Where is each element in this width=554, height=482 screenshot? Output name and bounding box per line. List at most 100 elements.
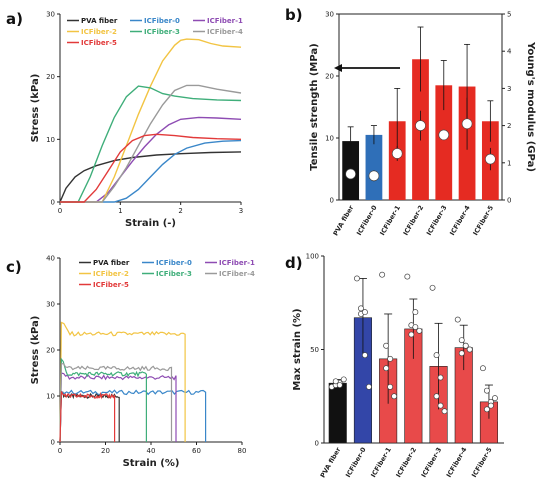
chart-b-y2-label: Young's modulus (GPa) (525, 41, 536, 172)
chart-d-data-point (365, 383, 372, 390)
chart-b-y-tick-label: 10 (325, 135, 334, 143)
chart-c-series-line (59, 391, 120, 443)
chart-c-legend-label: ICFiber-5 (93, 281, 129, 289)
chart-d-x-tick-label: PVA fiber (319, 445, 343, 479)
chart-a-legend-label: ICFiber-1 (207, 17, 243, 25)
chart-b-x-tick-label: ICFiber-4 (448, 204, 472, 237)
chart-c-x-tick-label: 60 (192, 447, 201, 455)
chart-b-y-tick-label: 30 (325, 11, 334, 19)
chart-a-x-tick-label: 3 (239, 207, 243, 215)
chart-b-bar (435, 85, 453, 200)
chart-d-data-point (383, 365, 390, 372)
chart-d-x-tick-label: ICFiber-4 (445, 446, 469, 479)
chart-d-data-point (387, 355, 394, 362)
chart-a-y-tick-label: 30 (46, 11, 55, 19)
chart-c-series-line (59, 357, 147, 443)
chart-d-data-point (433, 393, 440, 400)
chart-a-series-line (60, 38, 242, 203)
chart-b-modulus-point (391, 148, 403, 159)
chart-d-data-point (361, 309, 368, 316)
chart-c-series-line (59, 363, 173, 443)
chart-d-data-point (433, 352, 440, 359)
chart-a-x-tick-label: 2 (178, 207, 182, 215)
chart-d-x-tick-label: ICFiber-3 (420, 446, 444, 479)
chart-a-x-tick-label: 0 (58, 207, 62, 215)
chart-b-bar (365, 134, 383, 200)
chart-d-data-point (462, 342, 469, 349)
chart-d-data-point (441, 408, 448, 415)
chart-b-modulus-point (438, 129, 450, 141)
chart-c-legend-label: ICFiber-1 (219, 259, 255, 267)
chart-a-legend-label: PVA fiber (81, 17, 118, 25)
chart-d-y-tick-label: 50 (310, 346, 319, 354)
chart-d-x-tick-label: ICFiber-1 (369, 446, 393, 479)
chart-d-x-tick-label: ICFiber-0 (344, 446, 368, 479)
chart-c-legend-label: ICFiber-3 (156, 270, 192, 278)
chart-c-series-line (59, 321, 186, 443)
panel-label-b: b) (285, 6, 303, 24)
chart-c-x-label: Strain (%) (123, 458, 180, 469)
chart-a-legend-label: ICFiber-3 (144, 28, 180, 36)
chart-b-modulus-point (485, 153, 496, 165)
chart-d-data-point (391, 393, 398, 400)
chart-d-data-point (379, 271, 386, 278)
chart-d-data-point (340, 376, 347, 383)
chart-d-data-point (357, 305, 364, 312)
chart-d-y-label: Max strain (%) (292, 308, 303, 390)
chart-c-legend-label: ICFiber-2 (93, 270, 129, 278)
chart-d-x-tick-label: ICFiber-2 (394, 446, 418, 479)
panel-label-d: d) (285, 254, 303, 272)
chart-c-series-line (59, 391, 116, 443)
chart-d-data-point (458, 337, 465, 344)
chart-d-bar (328, 382, 347, 444)
panel-label-a: a) (6, 10, 23, 28)
chart-a-x-tick-label: 1 (118, 207, 122, 215)
chart-d-data-point (416, 327, 423, 334)
chart-d-data-point (361, 352, 368, 359)
chart-c-y-tick-label: 30 (46, 301, 55, 309)
chart-c-x-tick-label: 40 (147, 447, 156, 455)
chart-b-y-label: Tensile strength (MPa) (309, 43, 320, 170)
chart-b-modulus-point (461, 118, 473, 130)
chart-b-arrow-head (334, 64, 342, 72)
chart-b-x-tick-label: ICFiber-0 (355, 204, 379, 237)
chart-a-y-label: Stress (kPa) (30, 74, 41, 143)
chart-a-y-tick-label: 20 (46, 73, 55, 81)
chart-d-data-point (408, 331, 415, 338)
chart-b-modulus-point (368, 170, 380, 182)
chart-b-x-tick-label: ICFiber-1 (378, 204, 402, 237)
chart-a-legend-label: ICFiber-5 (81, 39, 117, 47)
chart-d-data-point (437, 402, 444, 409)
chart-d-data-point (479, 365, 486, 372)
chart-a-series-line (60, 133, 242, 203)
chart-c-y-tick-label: 20 (46, 347, 55, 355)
chart-d-data-point (466, 346, 473, 353)
chart-d-data-point (383, 342, 390, 349)
chart-d-data-point (458, 350, 465, 357)
chart-d-data-point (353, 275, 360, 282)
chart-d-y-tick-label: 100 (306, 253, 319, 261)
chart-c-legend-label: PVA fiber (93, 259, 130, 267)
chart-d-x-tick-label: ICFiber-5 (470, 446, 494, 479)
chart-b-y2-tick-label: 0 (507, 197, 511, 205)
chart-b-y2-tick-label: 1 (507, 159, 511, 167)
chart-b-x-tick-label: PVA fiber (332, 203, 356, 237)
chart-a-legend-label: ICFiber-2 (81, 28, 117, 36)
chart-a-series-line (60, 84, 242, 203)
chart-d-data-point (387, 383, 394, 390)
chart-c-x-tick-label: 80 (238, 447, 247, 455)
chart-b-x-tick-label: ICFiber-5 (471, 204, 495, 237)
chart-c-y-tick-label: 0 (51, 439, 55, 447)
chart-b-x-tick-label: ICFiber-2 (402, 204, 426, 237)
chart-a-series-line (60, 85, 242, 203)
chart-d-y-tick-label: 0 (315, 440, 319, 448)
chart-d-data-point (491, 395, 498, 402)
chart-d-data-point (404, 273, 411, 280)
chart-c-series-line (59, 389, 207, 443)
chart-c-y-tick-label: 10 (46, 393, 55, 401)
chart-d-data-point (454, 316, 461, 323)
chart-b-y2-tick-label: 5 (507, 11, 511, 19)
